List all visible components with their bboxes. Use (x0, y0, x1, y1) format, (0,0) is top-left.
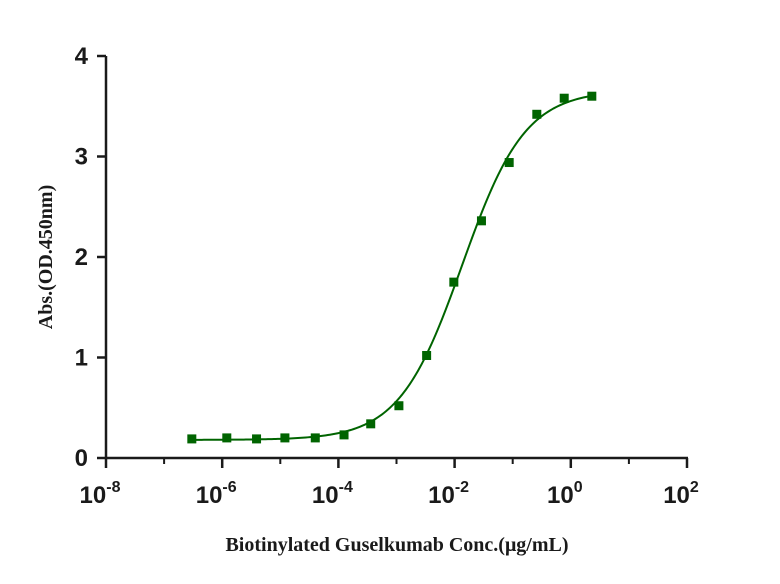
data-point (366, 419, 376, 429)
y-tick-label: 4 (75, 43, 89, 70)
y-axis-ticks: 0 1 2 3 4 (75, 43, 106, 472)
y-tick-label: 3 (75, 144, 88, 171)
data-point (559, 93, 569, 103)
data-point (252, 434, 262, 444)
x-tick-label: 10-4 (312, 479, 353, 509)
x-tick-label: 102 (663, 479, 699, 509)
y-tick-label: 2 (75, 244, 88, 271)
x-tick-label: 10-6 (196, 479, 237, 509)
data-points (187, 91, 597, 444)
x-tick-label: 10-2 (428, 479, 469, 509)
data-point (394, 401, 404, 411)
fit-curve-layer (191, 94, 593, 441)
x-axis-title: Biotinylated Guselkumab Conc.(μg/mL) (225, 534, 568, 556)
data-point (422, 350, 432, 360)
y-tick-label: 1 (75, 345, 88, 372)
data-point (532, 109, 542, 119)
data-point (310, 433, 320, 443)
x-tick-label: 100 (547, 479, 583, 509)
data-point (504, 158, 514, 168)
data-point (280, 433, 290, 443)
data-point (222, 433, 232, 443)
data-point (587, 91, 597, 101)
x-tick-label: 10-8 (80, 479, 121, 509)
data-point (449, 277, 459, 287)
y-tick-label: 0 (75, 445, 88, 472)
axes (104, 56, 688, 460)
y-axis-title: Abs.(OD.450nm) (35, 185, 57, 329)
fit-curve (191, 94, 593, 441)
x-axis-ticks: 10-8 10-6 10-4 10-2 100 102 (80, 458, 699, 509)
data-point (339, 430, 349, 440)
data-point (187, 434, 197, 444)
data-point (476, 216, 486, 226)
